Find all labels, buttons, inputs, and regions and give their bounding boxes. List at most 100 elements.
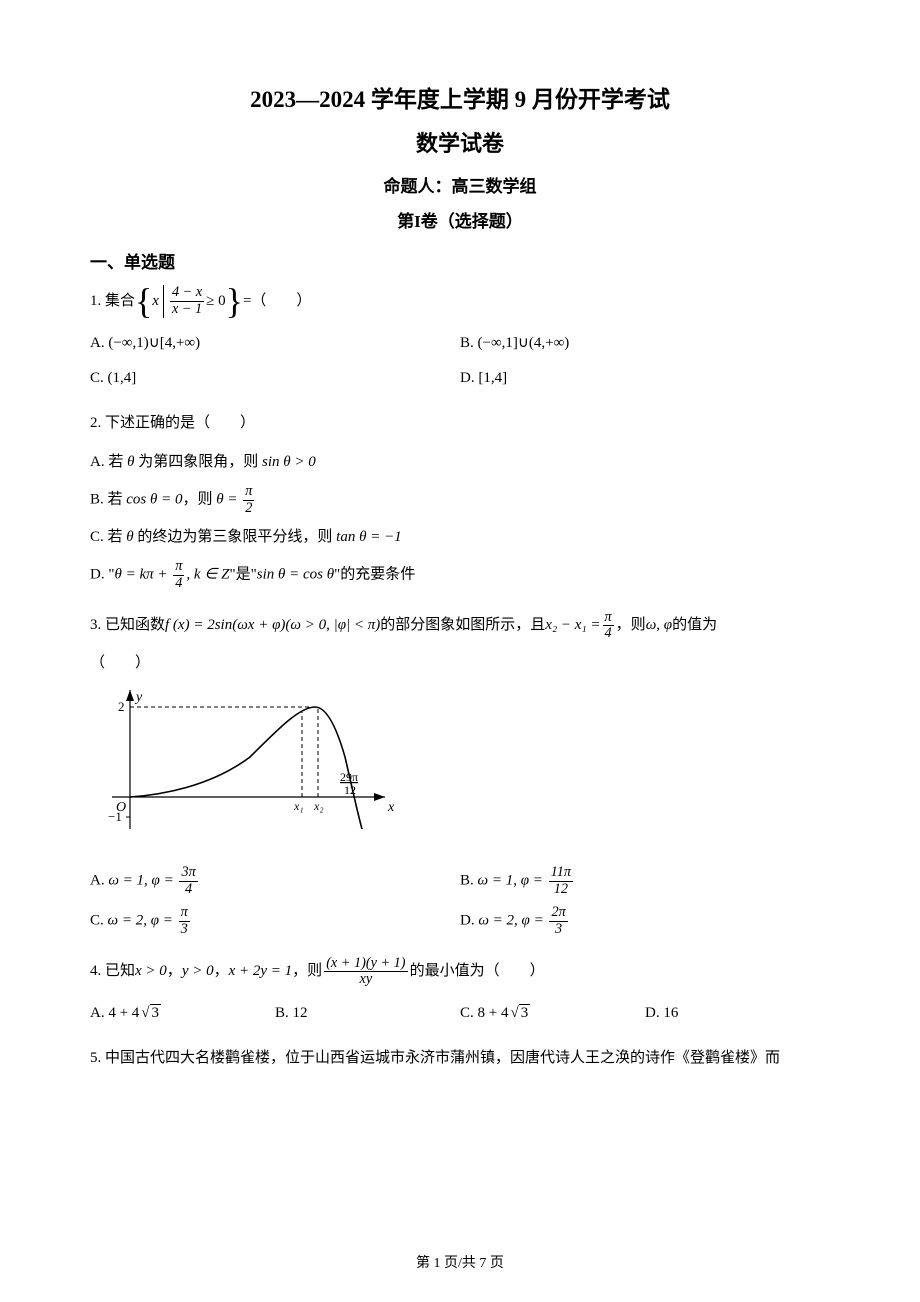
q3a-d: 4 [179, 882, 197, 898]
q1-opt-c: C. (1,4] [90, 361, 460, 396]
q2d-pre: D. " [90, 567, 114, 583]
q1-opt-b: B. (−∞,1]∪(4,+∞) [460, 326, 830, 361]
section-header: 第I卷（选择题） [90, 207, 830, 232]
title-sub: 数学试卷 [90, 126, 830, 158]
q3-diff: x₂ − x₁ = [545, 612, 600, 639]
q2a-pre: A. 若 [90, 454, 127, 470]
page-footer: 第 1 页/共 7 页 [0, 1252, 920, 1272]
q4-opt-d: D. 16 [645, 996, 830, 1031]
q3d-d: 3 [549, 922, 567, 938]
q1-opt-a: A. (−∞,1)∪[4,+∞) [90, 326, 460, 361]
question-1: 1. 集合 { x 4 − x x − 1 ≥ 0 } =（ ） A. (−∞,… [90, 285, 830, 396]
q3d-eq: ω = 2, φ = [478, 913, 547, 929]
q4c-sq: 3 [519, 1004, 531, 1021]
q2b-mid: ，则 [183, 492, 217, 508]
q5-text: 5. 中国古代四大名楼鹳雀楼，位于山西省运城市永济市蒲州镇，因唐代诗人王之涣的诗… [90, 1045, 830, 1072]
q4-suf: 的最小值为（ ） [410, 958, 545, 985]
q3-chart: y x O 2 −1 x₁ x₂ 29π 12 [100, 687, 830, 847]
question-4: 4. 已知 x > 0 ， y > 0 ， x + 2y = 1 ，则 (x +… [90, 956, 830, 1031]
q3-opt-a: A. ω = 1, φ = 3π4 [90, 861, 460, 901]
q2c-expr: tan θ = −1 [336, 529, 402, 545]
title-main: 2023—2024 学年度上学期 9 月份开学考试 [90, 80, 830, 114]
q3-suf: 的值为 [672, 612, 717, 639]
q1-opt-d: D. [1,4] [460, 361, 830, 396]
q2b-theta: θ = [216, 492, 241, 508]
q1-frac-num: 4 − x [170, 285, 204, 302]
q2d-den: 4 [173, 576, 184, 592]
q2c-theta: θ [126, 529, 133, 545]
q1-suffix: =（ ） [243, 288, 311, 315]
q2d-suf: "的充要条件 [334, 567, 415, 583]
q2-stem: 2. 下述正确的是（ ） [90, 410, 830, 437]
q2a-mid: 为第四象限角，则 [134, 454, 262, 470]
q4-c2: y > 0 [182, 958, 214, 985]
q3-mid2: ，则 [616, 612, 646, 639]
q2-opt-a: A. 若 θ 为第四象限角，则 sin θ > 0 [90, 445, 830, 480]
label-x1: x₁ [293, 799, 304, 813]
q1-frac-den: x − 1 [170, 302, 204, 318]
q2-opt-d: D. "θ = kπ + π4, k ∈ Z"是"sin θ = cos θ"的… [90, 555, 830, 595]
q4-fn: (x + 1)(y + 1) [324, 956, 407, 973]
arrow-y-icon [126, 690, 134, 701]
q3c-n: π [179, 905, 190, 922]
q1-prefix: 1. 集合 [90, 288, 135, 315]
arrow-x-icon [374, 793, 385, 801]
label-x: x [387, 800, 395, 815]
curve [130, 707, 362, 829]
q4-fd: xy [324, 972, 407, 988]
q2b-den: 2 [243, 501, 254, 517]
q3-paren: （ ） [90, 650, 830, 677]
q4-s2: ， [214, 958, 229, 985]
q3c-eq: ω = 2, φ = [108, 913, 177, 929]
label-y2: 2 [118, 699, 125, 714]
q3d-n: 2π [549, 905, 567, 922]
q4-opt-b: B. 12 [275, 996, 460, 1031]
q2d-rhs: sin θ = cos θ [257, 567, 334, 583]
q4-opt-a: A. 4 + 4 3 [90, 996, 275, 1031]
q1-var: x [152, 288, 159, 315]
q4a-t: A. 4 + 4 [90, 1005, 139, 1021]
q2b-cond: cos θ = 0 [126, 492, 182, 508]
q2c-pre: C. 若 [90, 529, 126, 545]
question-5: 5. 中国古代四大名楼鹳雀楼，位于山西省运城市永济市蒲州镇，因唐代诗人王之涣的诗… [90, 1045, 830, 1072]
q3a-eq: ω = 1, φ = [108, 873, 177, 889]
q2d-mid: "是" [229, 567, 256, 583]
q4-c1: x > 0 [135, 958, 167, 985]
q2-opt-c: C. 若 θ 的终边为第三象限平分线，则 tan θ = −1 [90, 520, 830, 555]
q3b-d: 12 [549, 882, 573, 898]
q3-opt-d: D. ω = 2, φ = 2π3 [460, 901, 830, 941]
q4-s1: ， [167, 958, 182, 985]
label-29pi-num: 29π [340, 770, 358, 784]
label-y: y [134, 690, 143, 705]
question-3: 3. 已知函数 f (x) = 2sin(ωx + φ)(ω > 0, |φ| … [90, 610, 830, 942]
q3-mid1: 的部分图象如图所示，且 [380, 612, 545, 639]
q3b-eq: ω = 1, φ = [478, 873, 547, 889]
label-x2: x₂ [313, 799, 324, 813]
q2-opt-b: B. 若 cos θ = 0，则 θ = π2 [90, 480, 830, 520]
q3c-d: 3 [179, 922, 190, 938]
q3-diffn: π [603, 610, 614, 627]
q4-opt-c: C. 8 + 43 [460, 996, 645, 1031]
q2d-lhs: θ = kπ + [114, 567, 171, 583]
q2b-num: π [243, 484, 254, 501]
author-line: 命题人：高三数学组 [90, 172, 830, 197]
subsection-header: 一、单选题 [90, 248, 830, 273]
q2d-num: π [173, 559, 184, 576]
q1-cond: ≥ 0 [206, 288, 225, 315]
q3-diffd: 4 [603, 626, 614, 642]
q2a-expr: sin θ > 0 [262, 454, 316, 470]
question-2: 2. 下述正确的是（ ） A. 若 θ 为第四象限角，则 sin θ > 0 B… [90, 410, 830, 596]
q4-mid: ，则 [292, 958, 322, 985]
q2d-k: , k ∈ Z [186, 567, 229, 583]
q3-opt-b: B. ω = 1, φ = 11π12 [460, 861, 830, 901]
q4-c3: x + 2y = 1 [229, 958, 293, 985]
q3b-pre: B. [460, 873, 478, 889]
q3-opt-c: C. ω = 2, φ = π3 [90, 901, 460, 941]
q3a-n: 3π [179, 865, 197, 882]
label-29pi-den: 12 [344, 783, 356, 797]
q4-pre: 4. 已知 [90, 958, 135, 985]
q3-pre: 3. 已知函数 [90, 612, 165, 639]
q4a-sq: 3 [150, 1004, 162, 1021]
q3-fx: f (x) = 2sin(ωx + φ)(ω > 0, |φ| < π) [165, 612, 380, 639]
q3c-pre: C. [90, 913, 108, 929]
